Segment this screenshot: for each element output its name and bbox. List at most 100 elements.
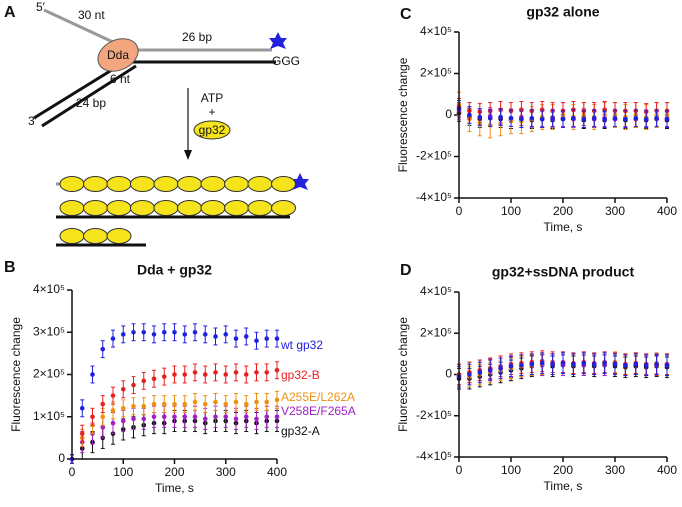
point [498, 114, 503, 120]
y-axis-label: Fluorescence change [396, 317, 410, 432]
point [233, 370, 239, 375]
point [110, 393, 116, 398]
point [602, 360, 607, 366]
gp32-protein [106, 176, 132, 192]
point [623, 116, 628, 122]
diagram-label: Dda [107, 48, 129, 62]
point [477, 370, 483, 375]
x-tick-label: 200 [164, 465, 184, 479]
point [581, 360, 587, 366]
point [612, 361, 618, 367]
point [120, 406, 126, 411]
diagram-label: 5′ [36, 0, 46, 14]
point [233, 336, 239, 341]
y-tick-label: 1×10⁵ [33, 409, 65, 423]
point [243, 414, 249, 420]
point [571, 361, 576, 367]
point [591, 361, 597, 367]
gp32-protein [271, 176, 296, 192]
point [623, 362, 628, 368]
chart-title: gp32 alone [526, 4, 599, 20]
point [243, 334, 249, 339]
point [213, 399, 218, 405]
gp32-protein [247, 176, 273, 192]
point [274, 397, 280, 403]
point [467, 372, 472, 377]
point [161, 374, 167, 379]
point [467, 112, 472, 118]
point [539, 116, 545, 122]
x-tick-label: 200 [553, 204, 573, 218]
fluorophore [269, 32, 287, 49]
point [550, 361, 555, 367]
point [254, 416, 259, 422]
point [243, 372, 249, 377]
gp32-protein [200, 200, 226, 216]
point [120, 332, 126, 337]
point [560, 360, 566, 366]
point [550, 115, 555, 121]
point [172, 372, 177, 377]
point [487, 368, 493, 373]
gp32-protein [271, 200, 296, 216]
y-tick-label: -2×10⁵ [416, 408, 452, 422]
point [151, 401, 157, 407]
legend-label: V258E/F265A [281, 404, 356, 418]
diagram-label: ATP [201, 91, 223, 105]
point [233, 399, 239, 405]
x-tick-label: 400 [657, 204, 677, 218]
point [192, 370, 198, 375]
chart-title: Dda + gp32 [137, 262, 212, 278]
point [131, 416, 136, 422]
y-tick-label: 0 [445, 107, 452, 121]
point [131, 382, 136, 388]
point [172, 329, 177, 335]
y-axis-label: Fluorescence change [396, 57, 410, 172]
x-tick-label: 400 [267, 465, 287, 479]
point [141, 378, 147, 384]
point [182, 332, 188, 337]
x-tick-label: 300 [605, 463, 625, 477]
point [254, 338, 259, 344]
point [223, 332, 229, 337]
point [264, 414, 270, 420]
point [172, 414, 177, 420]
point [172, 401, 177, 407]
point [213, 370, 218, 375]
point [571, 115, 576, 121]
point [192, 414, 198, 420]
gp32-protein [200, 176, 226, 192]
point [141, 416, 147, 422]
protein-row [59, 176, 296, 244]
y-tick-label: 0 [58, 451, 65, 465]
point [508, 115, 514, 121]
point [223, 372, 229, 377]
point [529, 115, 535, 121]
gp32-protein [106, 200, 132, 216]
point [151, 332, 157, 337]
x-tick-label: 300 [605, 204, 625, 218]
dda-enzyme [97, 38, 139, 72]
point [519, 362, 524, 368]
y-tick-label: -4×10⁵ [416, 449, 452, 463]
point [264, 370, 270, 375]
strand [41, 64, 137, 128]
gp32-protein [106, 228, 132, 244]
diagram: Dda 5′ 30 nt 26 bp GGG 6 nt 24 bp 3′ ATP… [28, 0, 309, 247]
point [602, 116, 607, 122]
point [529, 361, 535, 367]
point [233, 416, 239, 422]
point [79, 431, 85, 436]
point [560, 116, 566, 122]
x-tick-label: 100 [501, 463, 521, 477]
chart-title: gp32+ssDNA product [492, 264, 635, 280]
point [141, 329, 147, 335]
point [161, 401, 167, 407]
point [182, 414, 188, 420]
gp32-protein [153, 176, 179, 192]
point [141, 403, 147, 409]
point [90, 414, 95, 420]
point [79, 406, 85, 411]
x-tick-label: 300 [216, 465, 236, 479]
